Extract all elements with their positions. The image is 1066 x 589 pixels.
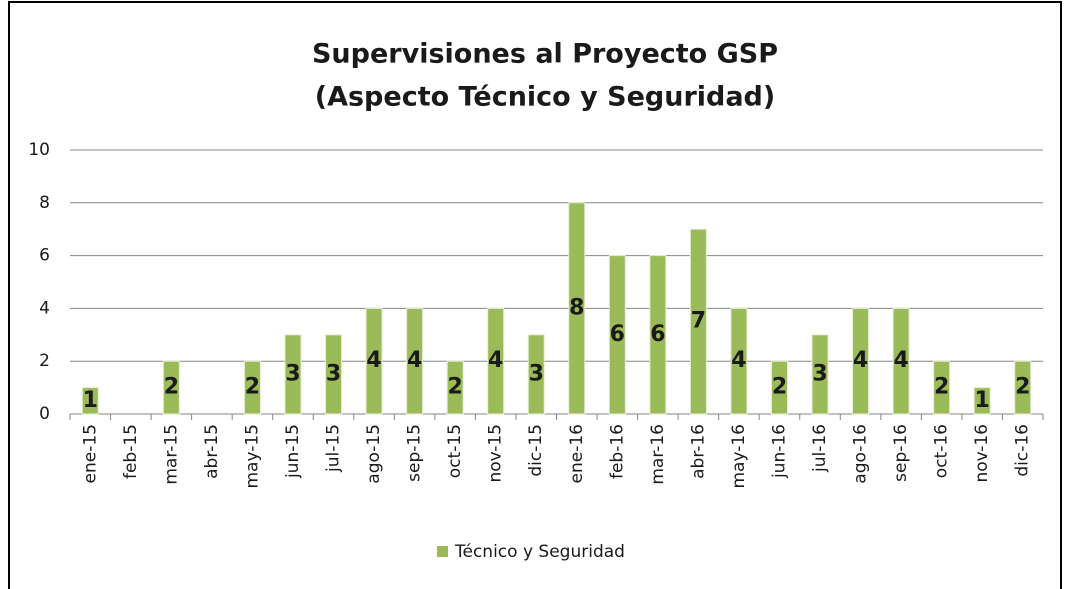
data-label: 4 (893, 348, 908, 373)
chart-subtitle: (Aspecto Técnico y Seguridad) (315, 82, 775, 113)
y-tick-label: 4 (39, 298, 50, 318)
data-label: 4 (488, 348, 503, 373)
y-tick-label: 2 (39, 351, 50, 371)
bar (811, 334, 829, 415)
data-label: 2 (245, 375, 260, 400)
bar (608, 255, 626, 415)
chart-title: Supervisiones al Proyecto GSP (312, 39, 778, 70)
data-label: 3 (326, 361, 341, 386)
bar (973, 387, 991, 415)
y-tick-label: 8 (39, 193, 50, 213)
bar (689, 228, 707, 415)
bar (770, 360, 788, 415)
x-tick-label: dic-16 (1013, 424, 1033, 477)
y-tick-label: 10 (28, 140, 50, 160)
bar (1014, 360, 1032, 415)
x-tick-label: dic-15 (526, 424, 546, 477)
data-label: 2 (772, 375, 787, 400)
x-tick-label: oct-16 (932, 424, 952, 478)
x-tick-label: jun-16 (769, 424, 789, 479)
bar (406, 307, 424, 415)
bar (852, 307, 870, 415)
bar (730, 307, 748, 415)
x-tick-label: ago-16 (851, 424, 871, 484)
x-tick-label: mar-15 (161, 424, 181, 485)
x-tick-label: ene-15 (80, 424, 100, 483)
bar (649, 255, 667, 415)
data-label: 3 (812, 361, 827, 386)
y-tick-label: 0 (39, 404, 50, 424)
data-label: 6 (650, 322, 665, 347)
x-tick-label: nov-16 (972, 424, 992, 483)
bar (81, 387, 99, 415)
bar (162, 360, 180, 415)
bar (446, 360, 464, 415)
bar (284, 334, 302, 415)
bar (243, 360, 261, 415)
y-tick-label: 6 (39, 246, 50, 266)
x-tick-label: feb-15 (121, 424, 141, 479)
data-label: 8 (569, 295, 584, 320)
legend-swatch (437, 546, 448, 557)
x-tick-label: may-15 (242, 424, 262, 489)
x-tick-label: jun-15 (283, 424, 303, 479)
bar (892, 307, 910, 415)
x-tick-label: oct-15 (445, 424, 465, 478)
x-tick-label: jul-16 (810, 424, 830, 473)
data-label: 2 (1015, 375, 1030, 400)
bar (325, 334, 343, 415)
data-label: 2 (934, 375, 949, 400)
data-label: 2 (164, 375, 179, 400)
data-label: 3 (529, 361, 544, 386)
x-tick-label: ene-16 (567, 424, 587, 483)
data-label: 4 (366, 348, 381, 373)
bar (933, 360, 951, 415)
bar (487, 307, 505, 415)
data-label: 4 (407, 348, 422, 373)
data-label: 2 (447, 375, 462, 400)
x-tick-label: abr-15 (202, 424, 222, 479)
bar (527, 334, 545, 415)
chart-frame (8, 1, 1062, 589)
x-tick-label: may-16 (729, 424, 749, 489)
data-label: 6 (610, 322, 625, 347)
legend-label: Técnico y Seguridad (454, 542, 625, 562)
bar (568, 202, 586, 415)
x-tick-label: mar-16 (648, 424, 668, 485)
x-tick-label: nov-15 (486, 424, 506, 483)
data-label: 1 (83, 388, 98, 413)
x-tick-label: sep-16 (891, 424, 911, 482)
data-label: 4 (731, 348, 746, 373)
data-label: 3 (285, 361, 300, 386)
x-tick-label: feb-16 (607, 424, 627, 479)
x-tick-label: jul-15 (324, 424, 344, 473)
x-tick-label: abr-16 (688, 424, 708, 479)
data-label: 7 (691, 309, 706, 334)
x-tick-label: sep-15 (405, 424, 425, 482)
data-label: 1 (975, 388, 990, 413)
bar (365, 307, 383, 415)
data-label: 4 (853, 348, 868, 373)
x-tick-label: ago-15 (364, 424, 384, 484)
